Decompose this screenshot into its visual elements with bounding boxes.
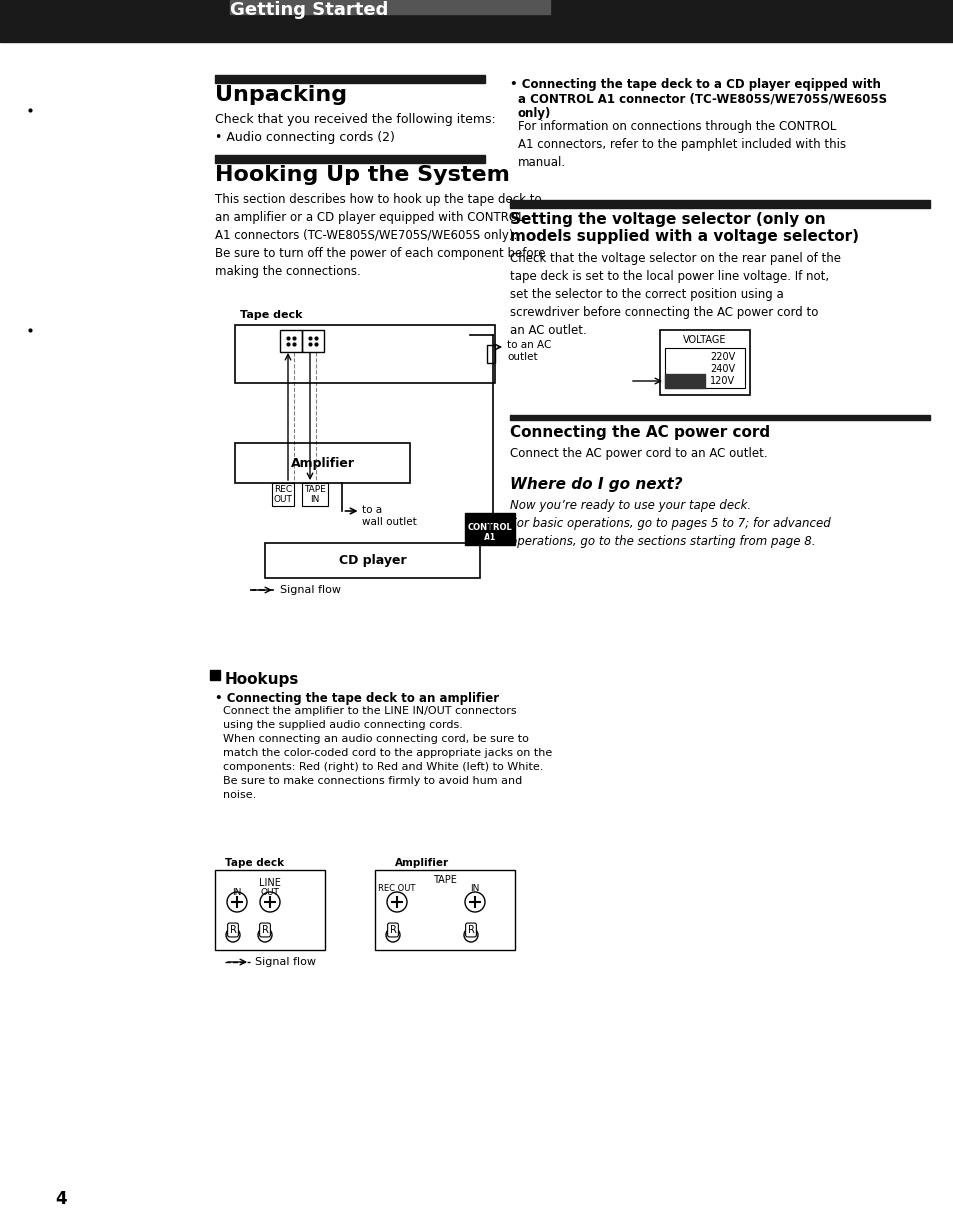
Bar	[0, 0, 953, 42]
Text: a CONTROL A1 connector (TC-WE805S/WE705S/WE605S
only): a CONTROL A1 connector (TC-WE805S/WE705S…	[517, 92, 886, 121]
Text: OUT: OUT	[260, 888, 279, 897]
Bar	[234, 443, 410, 483]
Bar	[214, 155, 484, 164]
Text: R: R	[230, 925, 236, 935]
Bar	[510, 415, 929, 419]
Bar	[214, 870, 325, 950]
Text: 4: 4	[55, 1189, 67, 1208]
Text: Hooking Up the System: Hooking Up the System	[214, 165, 509, 184]
Text: IN: IN	[470, 884, 479, 893]
Text: to an AC
outlet: to an AC outlet	[506, 339, 551, 362]
Text: Connect the amplifier to the LINE IN/OUT connectors
using the supplied audio con: Connect the amplifier to the LINE IN/OUT…	[223, 706, 552, 800]
Text: For information on connections through the CONTROL
A1 connectors, refer to the p: For information on connections through t…	[517, 121, 845, 169]
Bar	[214, 75, 484, 82]
Text: R: R	[467, 925, 474, 935]
Text: TAPE: TAPE	[433, 875, 456, 886]
Text: Tape deck: Tape deck	[240, 310, 302, 320]
Text: Amplifier: Amplifier	[291, 456, 355, 470]
Bar	[210, 670, 220, 680]
Text: IN: IN	[233, 888, 241, 897]
Text: Signal flow: Signal flow	[280, 585, 340, 595]
Bar	[302, 330, 324, 352]
Text: Connecting the AC power cord: Connecting the AC power cord	[510, 426, 769, 440]
Text: R: R	[389, 925, 396, 935]
Text: Amplifier: Amplifier	[395, 859, 449, 868]
Text: TAPE
IN: TAPE IN	[304, 485, 326, 504]
Text: 220V: 220V	[709, 352, 735, 362]
Text: 120V: 120V	[709, 376, 735, 386]
Text: Check that the voltage selector on the rear panel of the
tape deck is set to the: Check that the voltage selector on the r…	[510, 252, 841, 337]
Bar	[664, 374, 704, 387]
Text: R: R	[261, 925, 268, 935]
Text: CONTROL
A1: CONTROL A1	[467, 523, 512, 542]
Bar	[265, 542, 479, 578]
Bar	[664, 348, 744, 387]
Text: • Connecting the tape deck to an amplifier: • Connecting the tape deck to an amplifi…	[214, 692, 498, 705]
Text: Connect the AC power cord to an AC outlet.: Connect the AC power cord to an AC outle…	[510, 446, 767, 460]
Text: Hookups: Hookups	[225, 672, 299, 688]
Bar	[486, 344, 495, 363]
Text: to a
wall outlet: to a wall outlet	[362, 506, 416, 526]
Bar	[464, 513, 515, 545]
Text: • Connecting the tape deck to a CD player eqipped with: • Connecting the tape deck to a CD playe…	[510, 77, 880, 91]
Text: Unpacking: Unpacking	[214, 85, 347, 105]
Text: 240V: 240V	[709, 364, 735, 374]
Text: REC
OUT: REC OUT	[274, 485, 293, 504]
Text: CD player: CD player	[338, 554, 406, 567]
Text: Check that you received the following items:
• Audio connecting cords (2): Check that you received the following it…	[214, 113, 496, 144]
Bar	[510, 200, 929, 208]
Text: Getting Started: Getting Started	[230, 1, 388, 18]
Bar	[375, 870, 515, 950]
Text: VOLTAGE: VOLTAGE	[682, 335, 726, 344]
Text: Tape deck: Tape deck	[225, 859, 284, 868]
Bar	[280, 330, 302, 352]
Text: REC OUT: REC OUT	[378, 884, 416, 893]
Text: Now you’re ready to use your tape deck.
For basic operations, go to pages 5 to 7: Now you’re ready to use your tape deck. …	[510, 499, 830, 549]
Text: LINE: LINE	[259, 878, 280, 888]
Bar	[230, 0, 550, 14]
Bar	[234, 325, 495, 383]
Text: This section describes how to hook up the tape deck to
an amplifier or a CD play: This section describes how to hook up th…	[214, 193, 545, 278]
Text: Setting the voltage selector (only on
models supplied with a voltage selector): Setting the voltage selector (only on mo…	[510, 212, 858, 245]
Text: Signal flow: Signal flow	[254, 957, 315, 967]
Text: Where do I go next?: Where do I go next?	[510, 477, 682, 492]
Bar	[659, 330, 749, 395]
